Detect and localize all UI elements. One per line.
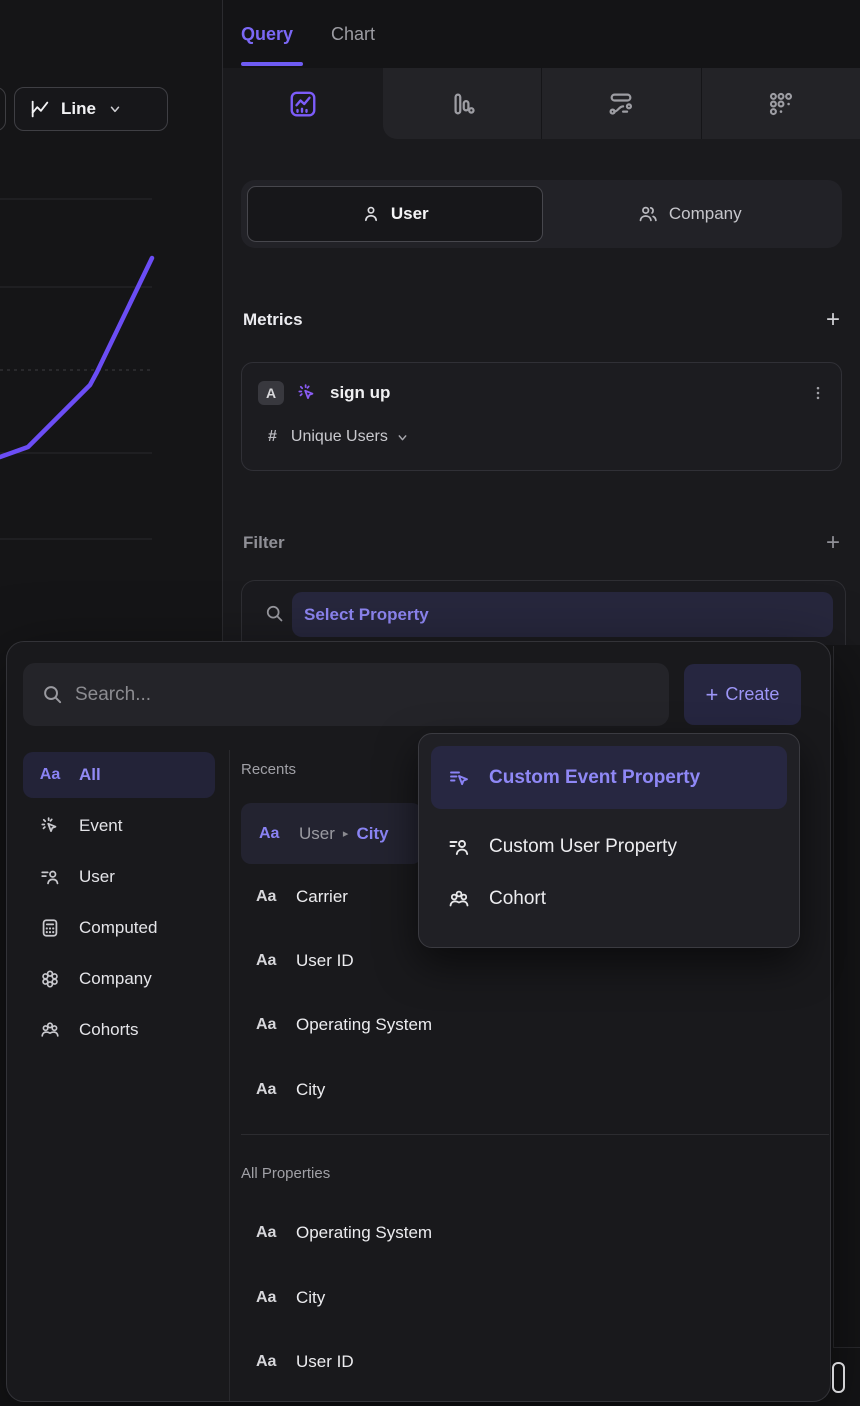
search-input[interactable] xyxy=(23,663,669,726)
create-button[interactable]: + Create xyxy=(684,664,801,725)
measurement-label: Unique Users xyxy=(290,428,388,445)
menu-item-cohort[interactable]: Cohort xyxy=(431,873,787,925)
recent-item-user-city[interactable]: Aa User ▸ City xyxy=(241,803,422,864)
tab-retention[interactable] xyxy=(700,68,860,139)
chevron-down-icon xyxy=(108,102,122,116)
cohorts-icon xyxy=(37,1019,63,1041)
query-panel: Query Chart xyxy=(222,0,860,645)
property-item-operating-system[interactable]: Aa Operating System xyxy=(256,1223,433,1242)
query-type-tabs xyxy=(223,68,860,139)
insights-icon xyxy=(288,89,318,119)
search-icon xyxy=(264,603,285,624)
kebab-menu-icon[interactable] xyxy=(809,384,827,402)
entity-option-user[interactable]: User xyxy=(247,186,543,242)
filter-header: Filter + xyxy=(243,528,840,558)
tab-funnels[interactable] xyxy=(383,68,542,139)
aa-type-icon: Aa xyxy=(39,766,61,783)
recent-item-operating-system[interactable]: Aa Operating System xyxy=(256,1015,433,1034)
property-name: City xyxy=(356,823,389,843)
metric-event-name: sign up xyxy=(330,383,391,402)
user-property-icon xyxy=(37,866,63,888)
mini-line-chart xyxy=(0,198,155,540)
metric-letter-badge: A xyxy=(258,381,284,405)
entity-toggle: User Company xyxy=(241,180,842,248)
clipped-background-control xyxy=(832,1362,845,1393)
tab-chart[interactable]: Chart xyxy=(331,23,376,44)
metric-measurement[interactable]: # Unique Users xyxy=(268,425,409,449)
aa-type-icon: Aa xyxy=(256,1353,277,1370)
property-item-user-id[interactable]: Aa User ID xyxy=(256,1352,354,1371)
tab-insights[interactable] xyxy=(223,68,383,139)
funnel-icon xyxy=(448,90,476,118)
metric-row-event: A sign up xyxy=(258,379,827,407)
hash-icon: # xyxy=(268,428,277,445)
recents-label: Recents xyxy=(241,761,297,778)
property-item-city[interactable]: Aa City xyxy=(256,1288,326,1307)
chart-type-label: Line xyxy=(61,99,96,118)
event-icon xyxy=(296,382,318,404)
filter-title: Filter xyxy=(243,533,285,552)
metrics-title: Metrics xyxy=(243,310,303,329)
filter-card: Select Property xyxy=(241,580,846,645)
category-user[interactable]: User xyxy=(23,854,215,900)
custom-event-property-icon xyxy=(447,766,471,790)
property-group: User xyxy=(299,823,335,843)
line-chart-icon xyxy=(29,98,51,120)
retention-icon xyxy=(767,90,795,118)
list-divider xyxy=(241,1134,829,1135)
all-properties-label: All Properties xyxy=(241,1165,331,1182)
category-event[interactable]: Event xyxy=(23,803,215,849)
entity-option-company[interactable]: Company xyxy=(543,186,837,242)
category-cohorts[interactable]: Cohorts xyxy=(23,1007,215,1053)
flows-icon xyxy=(607,90,635,118)
event-icon xyxy=(37,815,63,837)
active-tab-underline xyxy=(241,62,303,66)
chart-type-dropdown[interactable]: Line xyxy=(14,87,168,131)
aa-type-icon: Aa xyxy=(256,1016,277,1033)
aa-type-icon: Aa xyxy=(256,888,277,905)
company-icon xyxy=(37,968,63,990)
background-panel-divider xyxy=(833,1347,860,1348)
metric-card[interactable]: A sign up # Unique Users xyxy=(241,362,842,471)
property-list: Recents Aa User ▸ City Aa Carrier Aa Use… xyxy=(241,642,829,1401)
metrics-header: Metrics + xyxy=(243,305,840,335)
aa-type-icon: Aa xyxy=(256,1224,277,1241)
tab-query[interactable]: Query xyxy=(241,23,294,44)
triangle-right-icon: ▸ xyxy=(342,828,349,840)
recent-item-user-id[interactable]: Aa User ID xyxy=(256,951,354,970)
category-list: Aa All Event Use xyxy=(23,752,215,1058)
recent-item-carrier[interactable]: Aa Carrier xyxy=(256,887,348,906)
cohort-icon xyxy=(447,887,471,911)
aa-type-icon: Aa xyxy=(256,1081,277,1098)
background-panel-divider xyxy=(833,646,834,1347)
chevron-down-icon xyxy=(396,431,409,444)
recent-item-city[interactable]: Aa City xyxy=(256,1080,326,1099)
category-company[interactable]: Company xyxy=(23,956,215,1002)
add-filter-button[interactable]: + xyxy=(825,529,840,556)
plus-icon: + xyxy=(705,681,719,707)
create-menu: Custom Event Property Custom User Proper… xyxy=(418,733,800,948)
picker-divider xyxy=(229,750,230,1401)
aa-type-icon: Aa xyxy=(256,1289,277,1306)
aa-type-icon: Aa xyxy=(256,952,277,969)
tab-flows[interactable] xyxy=(541,68,701,139)
category-computed[interactable]: Computed xyxy=(23,905,215,951)
custom-user-property-icon xyxy=(447,835,471,859)
add-metric-button[interactable]: + xyxy=(825,306,840,333)
select-property-field[interactable]: Select Property xyxy=(292,592,833,637)
menu-item-custom-user-property[interactable]: Custom User Property xyxy=(431,821,787,873)
panel-tabs: Query Chart xyxy=(223,0,860,68)
menu-item-custom-event-property[interactable]: Custom Event Property xyxy=(431,746,787,809)
category-all[interactable]: Aa All xyxy=(23,752,215,798)
people-icon xyxy=(637,203,659,225)
aa-type-icon: Aa xyxy=(259,824,280,842)
calculator-icon xyxy=(37,917,63,939)
person-icon xyxy=(361,204,381,224)
picker-search xyxy=(23,663,669,726)
